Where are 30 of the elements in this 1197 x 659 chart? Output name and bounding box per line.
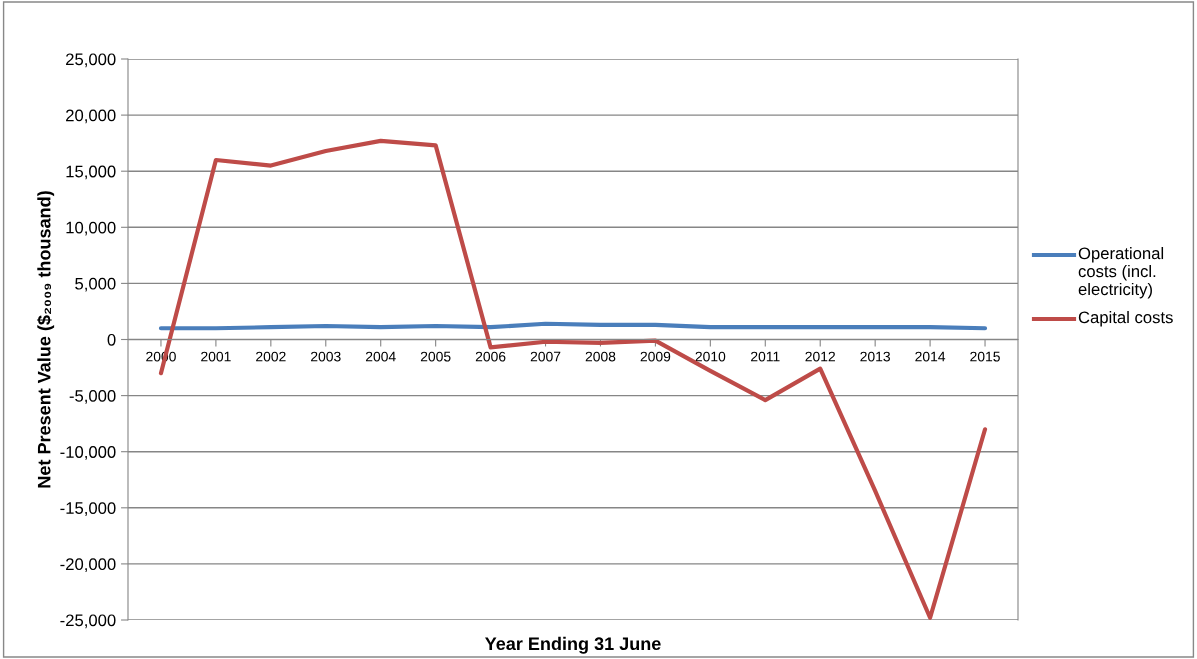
x-tick-label: 2012 — [805, 351, 835, 362]
y-tick-label: 25,000 — [66, 53, 116, 68]
y-tick-label: -20,000 — [60, 558, 116, 573]
y-tick-label: 0 — [107, 333, 116, 346]
y-tick-label: 10,000 — [66, 221, 116, 236]
x-tick-label: 2014 — [915, 351, 946, 362]
y-tick-label: 5,000 — [75, 277, 116, 292]
y-tick-label: -15,000 — [60, 502, 116, 516]
legend-label: Capital costs — [1078, 311, 1173, 327]
y-tick-label: -25,000 — [60, 614, 116, 629]
x-tick-label: 2005 — [420, 351, 451, 362]
x-tick-label: 2008 — [585, 351, 616, 362]
x-tick-label: 2010 — [695, 351, 726, 362]
x-axis-title: Year Ending 31 June — [485, 636, 661, 654]
y-axis-title: Net Present Value ($₂₀₀₉ thousand) — [36, 191, 55, 488]
x-tick-label: 2004 — [365, 351, 396, 362]
x-tick-label: 2011 — [751, 351, 780, 362]
y-tick-label: -10,000 — [60, 446, 116, 460]
y-tick-label: -5,000 — [69, 390, 116, 404]
y-tick-label: 15,000 — [66, 165, 116, 180]
x-tick-label: 2013 — [860, 351, 890, 362]
y-tick-label: 20,000 — [66, 109, 116, 124]
x-tick-label: 2006 — [475, 351, 506, 362]
x-tick-label: 2003 — [311, 351, 341, 362]
x-tick-label: 2007 — [530, 351, 561, 362]
x-tick-label: 2015 — [970, 351, 1000, 362]
x-tick-label: 2002 — [256, 351, 286, 362]
x-tick-label: 2001 — [201, 351, 231, 362]
x-tick-label: 2009 — [640, 351, 671, 362]
legend-label: Operational costs (incl. electricity) — [1078, 247, 1164, 299]
